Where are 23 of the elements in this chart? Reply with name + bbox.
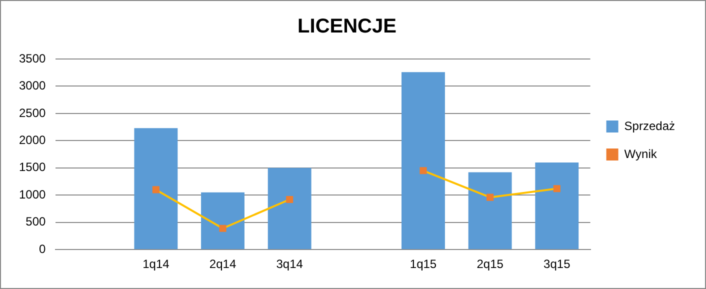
legend-label: Sprzedaż — [624, 118, 676, 133]
bar — [468, 172, 512, 250]
y-tick-label: 2500 — [18, 106, 46, 120]
y-tick-label: 3000 — [18, 78, 46, 93]
x-tick-label: 2q14 — [209, 257, 236, 272]
bar — [535, 162, 579, 250]
y-tick-label: 500 — [26, 214, 46, 229]
x-tick-label: 2q15 — [476, 257, 504, 272]
y-tick-label: 1000 — [18, 187, 46, 202]
x-tick-label: 1q15 — [410, 257, 437, 272]
y-tick-label: 1500 — [18, 160, 46, 174]
legend-label: Wynik — [624, 146, 658, 161]
y-tick-label: 3500 — [18, 51, 46, 66]
x-tick-label: 3q14 — [276, 257, 304, 272]
bar — [201, 192, 244, 250]
chart-title: LICENCJE — [298, 16, 396, 38]
x-tick-label: 1q14 — [142, 257, 170, 272]
bar — [402, 72, 445, 250]
y-tick-label: 2000 — [18, 133, 46, 147]
bar — [268, 168, 312, 250]
x-tick-label: 3q15 — [544, 257, 571, 272]
bar — [134, 128, 178, 250]
y-tick-label: 0 — [39, 242, 46, 256]
